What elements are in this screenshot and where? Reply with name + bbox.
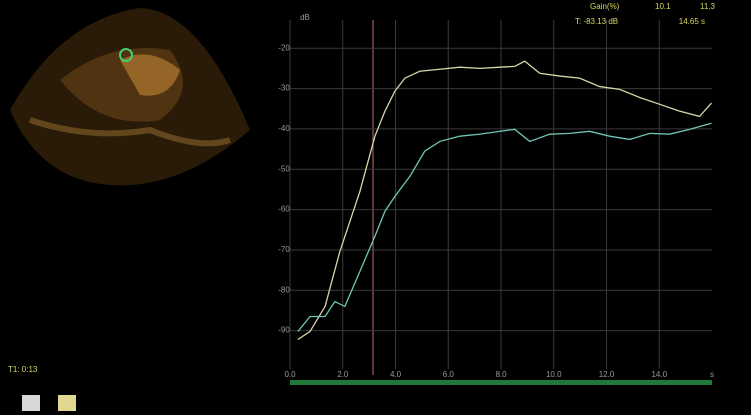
annotation: 10.1	[655, 2, 671, 11]
y-tick-label: -80	[278, 285, 290, 294]
x-tick-label: 6.0	[443, 370, 455, 379]
y-tick-label: -30	[278, 84, 290, 93]
ultrasound-image	[10, 8, 250, 186]
y-tick-label: -60	[278, 205, 290, 214]
y-tick-label: -40	[278, 124, 290, 133]
y-tick-label: -20	[278, 43, 290, 52]
y-tick-label: -50	[278, 164, 290, 173]
data-line	[297, 60, 712, 341]
annotation: T: -83.13 dB	[575, 17, 618, 26]
y-tick-label: -90	[278, 326, 290, 335]
x-tick-label: 12.0	[599, 370, 615, 379]
x-tick-label: 8.0	[495, 370, 507, 379]
x-tick-label: 10.0	[546, 370, 562, 379]
x-tick-label: 0.0	[284, 370, 296, 379]
x-tick-label: 2.0	[337, 370, 349, 379]
y-tick-label: -70	[278, 245, 290, 254]
x-axis-label: s	[710, 370, 714, 379]
data-line	[297, 122, 712, 332]
time-bar	[290, 380, 712, 385]
y-axis-label: dB	[300, 13, 310, 22]
button[interactable]	[58, 395, 76, 411]
x-tick-label: 4.0	[390, 370, 402, 379]
button[interactable]	[22, 395, 40, 411]
annotation: 14.65 s	[679, 17, 705, 26]
annotation: 11.3	[700, 2, 716, 11]
annotation: T1: 0:13	[8, 365, 38, 374]
annotation: Gain(%)	[590, 2, 620, 11]
x-tick-label: 14.0	[651, 370, 667, 379]
